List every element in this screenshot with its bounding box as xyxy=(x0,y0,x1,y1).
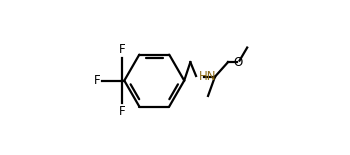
Text: O: O xyxy=(233,56,243,69)
Text: HN: HN xyxy=(199,70,216,83)
Text: F: F xyxy=(119,105,125,118)
Text: F: F xyxy=(94,74,100,87)
Text: F: F xyxy=(119,43,125,56)
